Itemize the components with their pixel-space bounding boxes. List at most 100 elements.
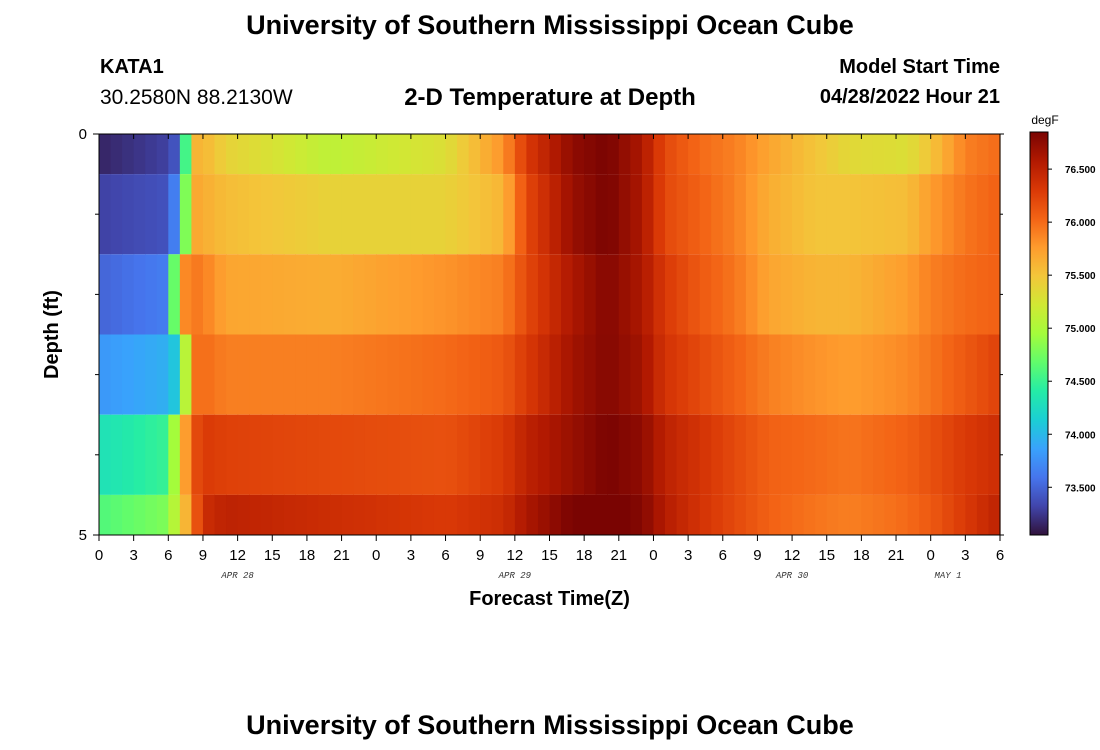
heatmap-cell: [792, 494, 805, 535]
heatmap-cell: [353, 494, 366, 535]
heatmap-cell: [330, 414, 343, 495]
heatmap-cell: [399, 494, 412, 535]
heatmap-cell: [133, 254, 146, 335]
heatmap-cell: [768, 414, 782, 495]
heatmap-cell: [306, 134, 320, 175]
heatmap-cell: [965, 494, 978, 535]
heatmap-cell: [942, 494, 955, 535]
heatmap-cell: [445, 334, 458, 415]
heatmap-cell: [514, 174, 527, 255]
heatmap-cell: [133, 134, 146, 175]
heatmap-cell: [318, 334, 331, 415]
heatmap-cell: [480, 334, 493, 415]
heatmap-cell: [942, 334, 955, 415]
heatmap-cell: [295, 494, 308, 535]
colorbar-scale: [1029, 131, 1049, 536]
heatmap-cell: [226, 494, 239, 535]
heatmap-cell: [283, 174, 296, 255]
heatmap-cell: [330, 334, 343, 415]
heatmap-cell: [953, 174, 966, 255]
heatmap-cell: [965, 254, 978, 335]
heatmap-cell: [503, 254, 516, 335]
heatmap-cell: [826, 414, 839, 495]
heatmap-cell: [688, 334, 701, 415]
x-day-label: APR 28: [220, 571, 254, 581]
heatmap-cell: [191, 494, 204, 535]
heatmap-cell: [907, 174, 920, 255]
heatmap-cell: [179, 134, 193, 175]
x-axis-title: Forecast Time(Z): [469, 588, 630, 610]
heatmap-cell: [145, 494, 158, 535]
heatmap-cell: [99, 494, 112, 535]
heatmap-cell: [526, 254, 539, 335]
heatmap-cell: [849, 414, 862, 495]
heatmap-cell: [930, 134, 943, 175]
heatmap-cell: [688, 174, 701, 255]
heatmap-cell: [676, 174, 689, 255]
heatmap-cell: [711, 334, 724, 415]
heatmap-cell: [399, 334, 412, 415]
heatmap-cell: [884, 254, 897, 335]
heatmap-cell: [283, 494, 296, 535]
x-tick-label: 15: [541, 547, 558, 564]
heatmap-cell: [722, 134, 735, 175]
heatmap-cell: [156, 494, 169, 535]
heatmap-cell: [341, 134, 354, 175]
heatmap-cell: [468, 494, 481, 535]
x-tick-label: 6: [719, 547, 727, 564]
heatmap-cell: [214, 334, 227, 415]
heatmap-cell: [549, 494, 562, 535]
x-tick-label: 15: [264, 547, 281, 564]
heatmap-cell: [757, 334, 770, 415]
heatmap-cell: [953, 414, 966, 495]
heatmap-cell: [988, 494, 1001, 535]
heatmap-cell: [988, 174, 1001, 255]
heatmap-cell: [122, 334, 135, 415]
heatmap-cell: [919, 254, 932, 335]
heatmap-cell: [595, 254, 608, 335]
heatmap-cell: [110, 414, 123, 495]
heatmap-cell: [387, 334, 400, 415]
x-tick-label: 12: [229, 547, 246, 564]
heatmap-cell: [99, 414, 112, 495]
heatmap-cell: [422, 254, 435, 335]
heatmap-cell: [480, 174, 493, 255]
heatmap-cell: [468, 414, 481, 495]
heatmap-cell: [641, 134, 655, 175]
heatmap-cell: [780, 254, 793, 335]
y-tick-label: 5: [79, 527, 87, 544]
heatmap-cell: [433, 174, 447, 255]
heatmap-cell: [919, 414, 932, 495]
heatmap-cell: [734, 334, 747, 415]
heatmap-cell: [838, 134, 851, 175]
heatmap-cell: [376, 494, 389, 535]
temperature-depth-chart: 0 3 6 9 12 15 18 21 0 3 6 9 12 15 18 21 0 3 6 9 12 15 18 21 0 3 6 A…: [41, 113, 1096, 610]
heatmap-cell: [341, 414, 354, 495]
heatmap-cell: [884, 414, 897, 495]
heatmap-cell: [607, 254, 620, 335]
heatmap-cell: [688, 494, 701, 535]
heatmap-cell: [537, 414, 551, 495]
heatmap-cell: [179, 174, 193, 255]
colorbar-tick-label: 75.500: [1065, 271, 1096, 282]
heatmap-cell: [803, 254, 816, 335]
heatmap-cell: [514, 254, 527, 335]
heatmap-cell: [422, 334, 435, 415]
heatmap-cell: [503, 334, 516, 415]
x-tick-label: 3: [684, 547, 692, 564]
heatmap-cell: [965, 414, 978, 495]
heatmap-cell: [122, 174, 135, 255]
heatmap-cell: [896, 414, 909, 495]
model-start-label: Model Start Time: [839, 56, 1000, 78]
heatmap-cell: [191, 254, 204, 335]
footer-title: University of Southern Mississippi Ocean…: [246, 710, 854, 740]
heatmap-cell: [110, 494, 123, 535]
heatmap-cell: [942, 134, 955, 175]
heatmap-cell: [872, 174, 886, 255]
heatmap-cell: [630, 174, 643, 255]
heatmap-cell: [907, 134, 920, 175]
heatmap-cell: [561, 334, 574, 415]
heatmap-cell: [422, 134, 435, 175]
heatmap-cell: [445, 174, 458, 255]
heatmap-cell: [711, 494, 724, 535]
